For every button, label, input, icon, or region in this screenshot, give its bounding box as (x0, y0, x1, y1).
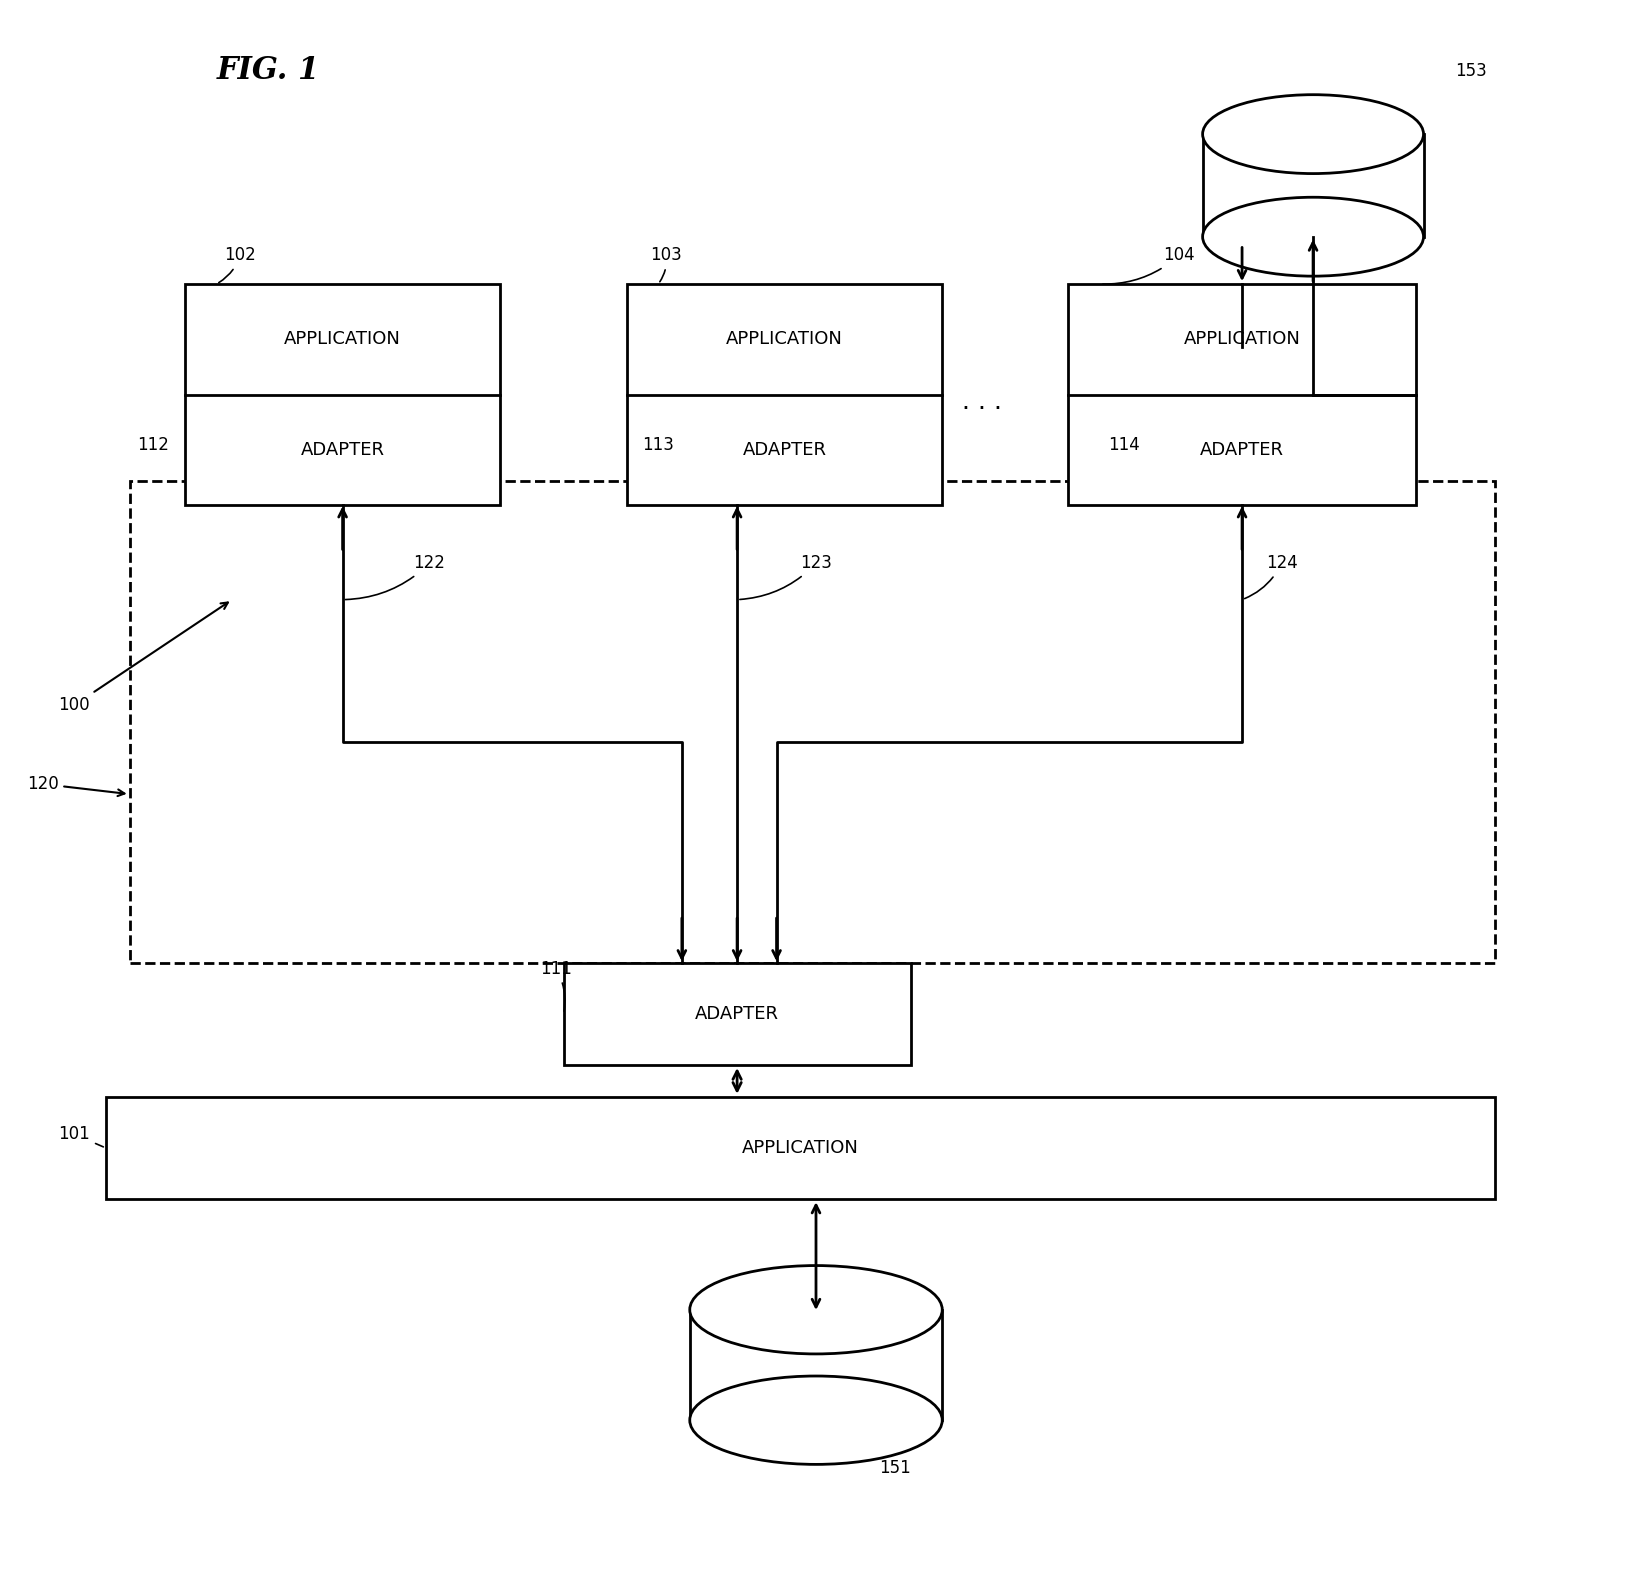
Text: ADAPTER: ADAPTER (300, 440, 385, 459)
Text: 103: 103 (650, 246, 682, 282)
Text: 120: 120 (26, 775, 124, 795)
Text: 151: 151 (880, 1458, 911, 1477)
Text: APPLICATION: APPLICATION (1183, 330, 1301, 349)
Bar (129, 481, 1495, 963)
Text: 153: 153 (1456, 62, 1487, 80)
Text: 122: 122 (346, 554, 446, 600)
Ellipse shape (690, 1266, 942, 1354)
Text: 104: 104 (1103, 246, 1195, 284)
Ellipse shape (1203, 197, 1423, 276)
Text: 123: 123 (739, 554, 832, 600)
Bar (1069, 284, 1415, 505)
Text: 111: 111 (540, 959, 571, 1011)
Text: . . .: . . . (961, 390, 1002, 415)
Text: 114: 114 (1108, 436, 1139, 454)
Bar (563, 963, 911, 1065)
Text: ADAPTER: ADAPTER (743, 440, 826, 459)
Bar (1203, 134, 1423, 237)
Text: 113: 113 (643, 436, 674, 454)
Text: 100: 100 (59, 603, 228, 715)
Ellipse shape (690, 1376, 942, 1464)
Text: APPLICATION: APPLICATION (743, 1139, 858, 1157)
Text: 102: 102 (219, 246, 256, 282)
Text: FIG. 1: FIG. 1 (217, 55, 320, 87)
Bar (106, 1097, 1495, 1199)
Bar (184, 284, 501, 505)
Text: ADAPTER: ADAPTER (695, 1005, 778, 1023)
Text: APPLICATION: APPLICATION (726, 330, 842, 349)
Ellipse shape (1203, 95, 1423, 174)
Text: 112: 112 (137, 436, 170, 454)
Bar (690, 1310, 942, 1420)
Text: ADAPTER: ADAPTER (1200, 440, 1284, 459)
Text: APPLICATION: APPLICATION (284, 330, 401, 349)
Text: 101: 101 (59, 1125, 103, 1147)
Bar (627, 284, 942, 505)
Text: 124: 124 (1245, 554, 1297, 598)
